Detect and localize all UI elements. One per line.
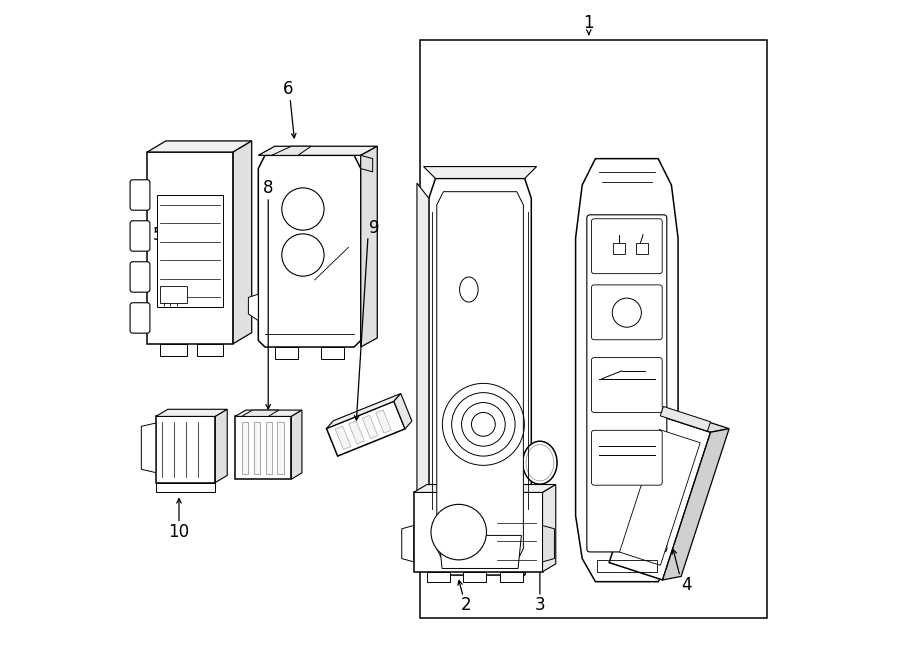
Bar <box>500 572 523 582</box>
Polygon shape <box>272 146 311 155</box>
Polygon shape <box>233 141 252 344</box>
Polygon shape <box>394 393 412 429</box>
FancyBboxPatch shape <box>591 358 662 412</box>
Bar <box>613 243 625 254</box>
Bar <box>619 430 700 565</box>
Polygon shape <box>156 416 215 483</box>
Polygon shape <box>428 178 531 575</box>
Polygon shape <box>576 159 678 582</box>
Polygon shape <box>662 429 729 580</box>
Bar <box>427 572 450 582</box>
Polygon shape <box>242 410 279 416</box>
Polygon shape <box>543 485 556 572</box>
Text: 4: 4 <box>681 576 692 594</box>
Polygon shape <box>361 146 377 347</box>
FancyBboxPatch shape <box>130 262 150 292</box>
Polygon shape <box>215 409 227 483</box>
FancyBboxPatch shape <box>130 303 150 333</box>
Ellipse shape <box>523 442 557 484</box>
Bar <box>363 415 378 438</box>
Text: 1: 1 <box>583 14 594 32</box>
Bar <box>327 401 405 456</box>
Bar <box>242 422 248 474</box>
Circle shape <box>431 504 487 560</box>
Polygon shape <box>401 525 414 562</box>
Bar <box>160 344 187 356</box>
FancyBboxPatch shape <box>130 180 150 210</box>
FancyBboxPatch shape <box>591 219 662 274</box>
FancyBboxPatch shape <box>587 215 667 552</box>
Polygon shape <box>414 492 543 572</box>
Bar <box>597 560 657 572</box>
FancyBboxPatch shape <box>591 430 662 485</box>
Polygon shape <box>361 155 373 172</box>
Bar <box>349 421 364 444</box>
Bar <box>156 483 215 492</box>
Polygon shape <box>235 410 302 416</box>
Polygon shape <box>436 192 524 562</box>
Polygon shape <box>235 416 292 479</box>
Polygon shape <box>439 535 521 568</box>
Polygon shape <box>543 525 554 562</box>
Polygon shape <box>327 393 400 428</box>
Text: 2: 2 <box>461 596 472 614</box>
Polygon shape <box>424 167 536 178</box>
Bar <box>420 40 768 618</box>
Polygon shape <box>248 294 258 321</box>
Bar <box>609 415 711 580</box>
Polygon shape <box>292 410 302 479</box>
Bar <box>636 243 648 254</box>
Bar <box>254 422 260 474</box>
Bar <box>160 286 187 303</box>
Bar <box>464 572 486 582</box>
Polygon shape <box>141 423 156 473</box>
Bar <box>321 347 344 359</box>
Polygon shape <box>417 183 428 555</box>
Polygon shape <box>657 411 729 432</box>
Polygon shape <box>148 152 233 344</box>
Bar <box>661 407 710 431</box>
Text: 7: 7 <box>496 460 507 479</box>
Bar <box>158 195 223 307</box>
FancyBboxPatch shape <box>130 221 150 251</box>
FancyBboxPatch shape <box>591 285 662 340</box>
Text: 3: 3 <box>535 596 545 614</box>
Bar <box>266 422 272 474</box>
Polygon shape <box>258 146 377 155</box>
Polygon shape <box>148 141 252 152</box>
Polygon shape <box>414 485 556 492</box>
Bar <box>274 347 298 359</box>
Text: 9: 9 <box>369 219 379 237</box>
Bar <box>336 426 351 449</box>
Bar <box>277 422 284 474</box>
Polygon shape <box>258 155 361 347</box>
Polygon shape <box>156 409 227 416</box>
Ellipse shape <box>460 277 478 302</box>
Text: 8: 8 <box>263 179 274 198</box>
Text: 5: 5 <box>153 225 163 244</box>
Text: 10: 10 <box>168 523 190 541</box>
Bar <box>197 344 223 356</box>
Bar <box>376 410 392 433</box>
Text: 6: 6 <box>283 80 293 98</box>
